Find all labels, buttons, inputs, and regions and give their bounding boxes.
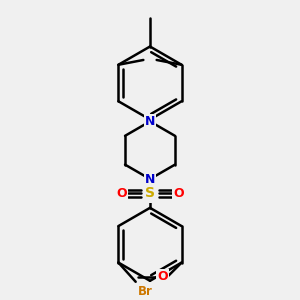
Text: O: O	[173, 187, 184, 200]
Text: N: N	[145, 115, 155, 128]
Text: Br: Br	[138, 285, 152, 298]
Text: N: N	[145, 172, 155, 185]
Text: O: O	[116, 187, 127, 200]
Text: S: S	[145, 186, 155, 200]
Text: O: O	[157, 271, 168, 284]
